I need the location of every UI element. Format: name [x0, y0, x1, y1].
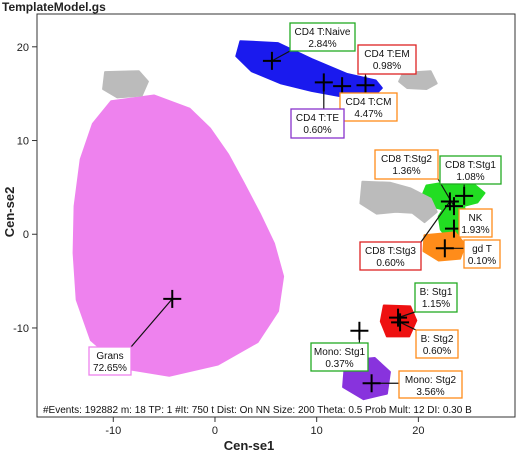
- window-title: TemplateModel.gs: [2, 0, 106, 14]
- annotation-percent-cd8-t-stg3: 0.60%: [376, 258, 404, 269]
- y-tick-label--10: -10: [13, 323, 29, 335]
- annotation-box-gd-t: [463, 239, 501, 269]
- connector-grans: [130, 298, 173, 348]
- y-tick-label-20: 20: [17, 42, 29, 54]
- annotation-label-cd4-t-em: CD4 T:EM: [364, 49, 409, 60]
- annotation-percent-cd4-t-te: 0.60%: [303, 125, 331, 136]
- centroid-markers-layer: [163, 51, 474, 393]
- annotation-percent-mono-stg1: 0.37%: [325, 359, 353, 370]
- cluster-grans: [72, 94, 285, 377]
- plot-frame: [36, 13, 516, 418]
- annotation-percent-cd4-t-naive: 2.84%: [308, 39, 336, 50]
- cluster-greya: [102, 70, 149, 99]
- annotation-box-b-stg2: [415, 329, 459, 359]
- cluster-greyc: [359, 180, 438, 224]
- annotation-label-cd4-t-cm: CD4 T:CM: [346, 97, 392, 108]
- annotation-label-cd8-t-stg3: CD8 T:Stg3: [365, 246, 416, 257]
- annotation-label-cd4-t-naive: CD4 T:Naive: [295, 27, 351, 38]
- footer-text: #Events: 192882 m: 18 TP: 1 #It: 750 t D…: [43, 405, 472, 416]
- annotation-label-nk: NK: [469, 213, 483, 224]
- y-tick-label-0: 0: [23, 229, 29, 241]
- annotation-box-cd8-t-stg2: [374, 149, 439, 180]
- annotation-box-mono-stg1: [310, 342, 369, 372]
- annotation-box-cd4-t-te: [290, 108, 345, 139]
- annotation-percent-b-stg2: 0.60%: [423, 346, 451, 357]
- x-axis-title: Cen-se1: [224, 438, 275, 453]
- annotation-percent-cd4-t-cm: 4.47%: [354, 109, 382, 120]
- annotation-box-grans: [88, 346, 132, 376]
- annotation-label-mono-stg2: Mono: Stg2: [405, 375, 457, 386]
- x-tick-label-10: 10: [311, 425, 323, 437]
- annotation-percent-grans: 72.65%: [93, 363, 127, 374]
- annotation-percent-nk: 1.93%: [461, 225, 489, 236]
- annotation-box-nk: [458, 208, 493, 238]
- annotation-label-grans: Grans: [96, 351, 123, 362]
- x-tick-label--10: -10: [105, 425, 121, 437]
- annotation-label-b-stg1: B: Stg1: [420, 287, 453, 298]
- annotation-percent-gd-t: 0.10%: [468, 256, 496, 267]
- axis-ticks-layer: -10 0 10 20 -10 0 10 20: [13, 42, 424, 437]
- annotation-label-b-stg2: B: Stg2: [421, 334, 454, 345]
- y-axis-title: Cen-se2: [2, 187, 17, 238]
- annotation-box-cd8-t-stg3: [359, 241, 422, 271]
- annotation-label-cd8-t-stg2: CD8 T:Stg2: [381, 154, 432, 165]
- annotation-label-mono-stg1: Mono: Stg1: [314, 347, 366, 358]
- x-tick-label-0: 0: [212, 425, 218, 437]
- annotation-box-mono-stg2: [398, 370, 463, 399]
- x-tick-label-20: 20: [412, 425, 424, 437]
- connector-cd8-t-stg3: [420, 201, 451, 243]
- annotation-box-cd4-t-cm: [339, 92, 398, 122]
- connector-cd4-t-naive: [271, 50, 291, 62]
- annotation-percent-b-stg1: 1.15%: [422, 299, 450, 310]
- cluster-greyb: [398, 70, 438, 90]
- annotation-box-cd4-t-em: [357, 44, 417, 75]
- annotation-box-b-stg1: [414, 282, 458, 313]
- annotation-label-cd8-t-stg1: CD8 T:Stg1: [445, 160, 496, 171]
- annotation-percent-cd8-t-stg1: 1.08%: [456, 172, 484, 183]
- annotation-percent-cd4-t-em: 0.98%: [373, 61, 401, 72]
- annotation-label-gd-t: gd T: [472, 244, 492, 255]
- y-tick-label-10: 10: [17, 136, 29, 148]
- annotation-percent-cd8-t-stg2: 1.36%: [392, 166, 420, 177]
- annotation-percent-mono-stg2: 3.56%: [416, 387, 444, 398]
- connector-b-stg2: [399, 321, 417, 331]
- annotation-box-cd4-t-naive: [289, 22, 356, 52]
- annotation-box-cd8-t-stg1: [439, 155, 502, 185]
- annotation-label-cd4-t-te: CD4 T:TE: [296, 113, 339, 124]
